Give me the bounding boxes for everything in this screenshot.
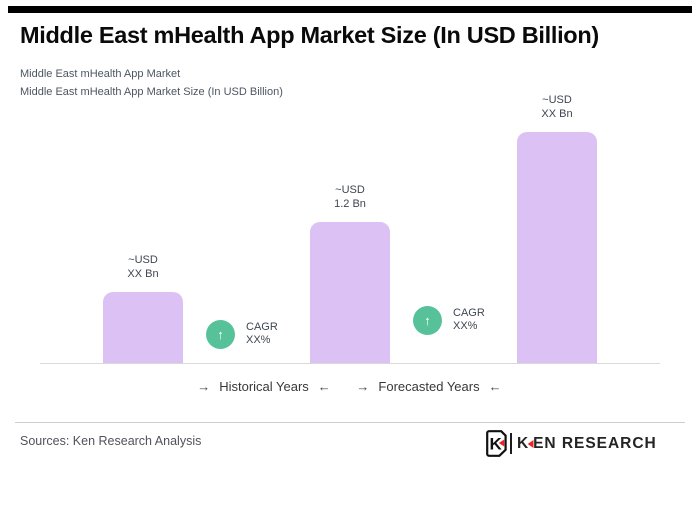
axis-group-label: Historical Years	[219, 379, 309, 394]
cagr-circle: ↑	[206, 319, 235, 349]
bar-value-line1: ~USD	[335, 184, 365, 196]
bar-value-line2: XX Bn	[127, 268, 159, 280]
bar-chart: ~USD XX Bn ~USD 1.2 Bn ~USD XX Bn	[0, 80, 700, 364]
bar-historical: ~USD XX Bn	[103, 254, 183, 363]
ken-research-shield-icon: K	[486, 430, 507, 457]
arrow-up-icon: ↑	[424, 312, 431, 328]
arrow-right-icon: →	[197, 379, 211, 394]
axis-group-label: Forecasted Years	[378, 379, 480, 394]
cagr-circle: ↑	[413, 305, 442, 335]
axis-group-forecasted-years: → Forecasted Years ←	[356, 379, 501, 394]
arrow-right-icon: →	[356, 379, 370, 394]
axis-group-historical-years: → Historical Years ←	[197, 379, 331, 394]
ken-research-wordmark: K EN RESEARCH	[517, 435, 657, 453]
sources-text: Sources: Ken Research Analysis	[20, 434, 202, 448]
bar-base-year-value-label: ~USD 1.2 Bn	[280, 183, 420, 211]
bar-value-line1: ~USD	[542, 94, 572, 106]
bar-value-line2: 1.2 Bn	[334, 198, 366, 210]
wordmark-rest: EN RESEARCH	[533, 434, 657, 452]
bar-historical-value-label: ~USD XX Bn	[73, 253, 213, 281]
top-black-strip	[8, 6, 692, 13]
cagr-label: CAGR XX%	[246, 321, 278, 348]
x-axis-baseline	[40, 363, 660, 364]
bar-forecast-value-label: ~USD XX Bn	[487, 93, 627, 121]
bar-base-year: ~USD 1.2 Bn	[310, 184, 390, 363]
chart-subtitle-market: Middle East mHealth App Market	[20, 68, 181, 80]
logo-separator	[510, 433, 512, 454]
arrow-left-icon: ←	[488, 379, 502, 394]
bar-value-line2: XX Bn	[541, 108, 573, 120]
cagr-word: CAGR	[453, 306, 485, 319]
bar-forecast: ~USD XX Bn	[517, 94, 597, 363]
cagr-percent: XX%	[453, 320, 478, 332]
cagr-badge-forecast: ↑ CAGR XX%	[413, 305, 485, 335]
red-arrow-left-icon	[527, 439, 534, 448]
wordmark-k: K	[517, 434, 530, 452]
footer-divider	[15, 422, 685, 423]
arrow-left-icon: ←	[317, 379, 331, 394]
chart-subtitle-market-size: Middle East mHealth App Market Size (In …	[20, 86, 283, 98]
cagr-word: CAGR	[246, 320, 278, 333]
bar-value-line1: ~USD	[128, 254, 158, 266]
cagr-badge-historical: ↑ CAGR XX%	[206, 319, 278, 349]
ken-research-logo: K K EN RESEARCH	[486, 430, 661, 457]
svg-text:K: K	[489, 435, 502, 454]
cagr-percent: XX%	[246, 334, 271, 346]
page-title: Middle East mHealth App Market Size (In …	[20, 22, 599, 48]
arrow-up-icon: ↑	[217, 326, 224, 342]
cagr-label: CAGR XX%	[453, 307, 485, 334]
